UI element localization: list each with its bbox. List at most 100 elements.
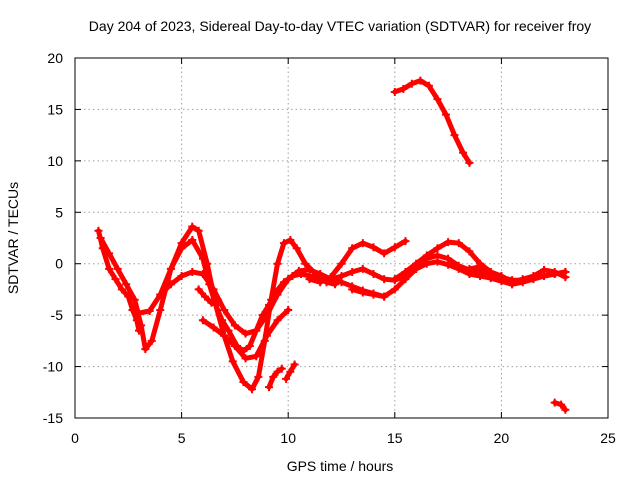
series-arc-1 [94,226,143,335]
series-line [392,78,472,166]
data-point [122,280,131,289]
series-line [266,366,285,390]
data-point [476,262,485,271]
series-line [157,267,387,337]
data-point [465,264,474,273]
y-tick-labels: -15 -10 -5 0 5 10 15 20 [43,50,63,426]
data-point [252,352,261,361]
series-arc-7 [265,364,286,392]
data-point [177,272,186,281]
data-point [265,383,274,392]
data-point [561,273,570,282]
y-tick-label: -10 [43,359,63,375]
data-point [230,342,239,350]
data-point [305,265,314,274]
data-point [454,239,463,248]
data-point [316,270,325,278]
data-point [284,275,293,284]
data-point [241,329,250,338]
data-point [348,267,357,276]
data-point [369,290,378,299]
data-point [540,265,549,274]
data-point [557,400,566,409]
y-tick-label: 5 [55,204,63,220]
data-point [358,239,367,248]
series-arc-13 [390,76,474,167]
data-point [518,275,527,284]
series-arc-15 [550,398,570,414]
data-point [273,367,282,376]
data-point [273,259,282,268]
data-point [390,275,399,284]
x-tick-label: 5 [178,430,186,446]
data-point [380,292,389,301]
data-point [279,239,288,248]
data-point [348,244,357,253]
data-point [111,275,120,284]
x-axis-label: GPS time / hours [287,458,394,474]
data-point [441,110,450,119]
data-point [188,267,197,276]
data-point [241,354,250,363]
data-point [224,326,233,335]
data-point [465,158,474,167]
series-line [196,286,221,306]
data-point [292,244,301,253]
x-tick-label: 20 [494,430,510,446]
data-point [188,236,197,245]
data-point [444,254,453,263]
data-point [497,272,506,281]
data-point [273,290,282,299]
data-point [96,234,105,242]
data-point [407,79,416,88]
data-point [213,295,222,304]
data-point [290,360,299,369]
y-tick-label: 20 [47,50,63,66]
data-point [117,285,126,294]
series-arc-5 [194,285,222,307]
data-point [550,398,559,407]
data-point [433,95,442,104]
data-point [277,364,286,373]
data-point [433,244,442,253]
data-point [390,87,399,96]
data-point [358,264,367,273]
data-point [401,275,410,284]
series-arc-14 [465,262,570,287]
data-point [433,251,442,260]
data-point [294,266,303,275]
data-point [380,249,389,258]
data-point [444,238,453,247]
y-tick-label: 15 [47,101,63,117]
data-point [220,306,229,314]
x-tick-label: 15 [387,430,403,446]
data-point [130,295,139,304]
data-point [220,331,229,340]
data-point [166,264,175,273]
data-point [209,323,218,332]
data-point [247,385,256,394]
series-line [307,238,408,285]
data-point [194,226,203,235]
data-point [369,243,378,252]
data-point [282,374,291,383]
data-point [390,243,399,252]
data-point [94,226,103,235]
data-point [145,307,154,316]
data-point [254,372,263,381]
y-axis-label: SDTVAR / TECUs [5,182,21,294]
x-tick-label: 25 [600,430,616,446]
data-point [416,76,425,85]
data-point [166,280,175,289]
data-point [508,278,517,287]
data-point [269,372,278,381]
data-point [198,270,207,278]
data-point [561,405,570,414]
data-point [156,290,165,299]
y-tick-label: 10 [47,153,63,169]
data-point [316,278,325,287]
data-point [486,267,495,276]
data-point [113,264,122,273]
data-point [228,357,237,366]
data-point [207,298,216,307]
